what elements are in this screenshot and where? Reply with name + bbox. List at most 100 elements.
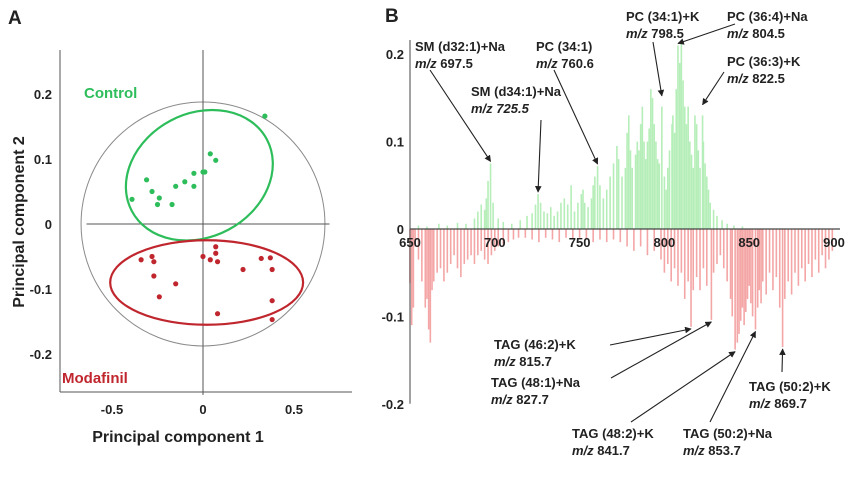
- spectrum-bar-positive: [673, 132, 676, 229]
- spectrum-bar-positive: [677, 45, 679, 230]
- spectrum-bar-negative: [431, 229, 433, 291]
- spectrum-bar-positive: [612, 163, 615, 229]
- spectrum-bar-positive: [663, 176, 666, 229]
- spectrum-bar-negative: [741, 229, 744, 308]
- spectrum-bar-negative: [660, 229, 662, 260]
- annotation-lipid-name: SM (d32:1)+Na: [415, 39, 506, 54]
- spectrum-bar-negative: [473, 229, 476, 264]
- spectrum-bar-positive: [617, 159, 620, 229]
- spectrum-bar-negative: [646, 229, 649, 256]
- spectrum-bar-negative: [412, 229, 415, 308]
- annotation-lipid-name: PC (36:4)+Na: [727, 9, 808, 24]
- spectrum-bar-negative: [719, 229, 722, 256]
- spectrum-bar-negative: [439, 229, 442, 269]
- control-confidence-ellipse: [124, 108, 274, 242]
- annotation-mz: m/z 822.5: [727, 71, 785, 86]
- spectrum-bar-negative: [633, 229, 635, 251]
- spectrum-bar-positive: [573, 211, 576, 229]
- spectrum-bar-positive: [689, 141, 691, 229]
- spectrum-bar-negative: [778, 229, 781, 308]
- mz-value: 853.7: [708, 443, 741, 458]
- control-point: [202, 169, 208, 175]
- spectrum-bar-negative: [443, 229, 445, 282]
- spectrum-bar-positive: [733, 225, 735, 229]
- spectrum-bar-positive: [641, 106, 644, 229]
- spectrum-bar-positive: [483, 209, 486, 229]
- spectrum-bar-negative: [750, 229, 752, 304]
- spectrum-bar-negative: [756, 229, 759, 308]
- spectrum-bar-negative: [797, 229, 800, 286]
- modafinil-confidence-ellipse: [109, 239, 305, 326]
- control-point: [191, 170, 197, 176]
- spectrum-panel: B 0.2 0.1 0 -0.1 -0.2 650 700 750 800 85…: [382, 6, 845, 458]
- spectrum-bar-positive: [477, 211, 479, 229]
- y-tick-labels: 0.2 0.1 0 -0.1 -0.2: [382, 47, 404, 412]
- annotation-lipid-name: PC (34:1): [536, 39, 592, 54]
- spectrum-bar-positive: [587, 207, 589, 229]
- control-point: [169, 201, 175, 208]
- spectrum-bar-positive: [699, 167, 701, 229]
- spectrum-bar-positive: [701, 115, 704, 229]
- spectrum-bar-negative: [692, 229, 695, 291]
- annotation: SM (d32:1)+Na m/z 697.5: [415, 39, 506, 163]
- control-point: [182, 179, 188, 185]
- spectrum-bar-positive: [646, 141, 649, 229]
- spectrum-bar-positive: [665, 189, 667, 229]
- x-tick-label: 700: [484, 235, 506, 250]
- spectrum-bar-negative: [480, 229, 483, 251]
- pca-panel: A 0.2 0.1 0 -0.1 -0.2 -0.5 0 0.5 Princip…: [8, 8, 352, 446]
- spectrum-bar-positive: [590, 198, 593, 229]
- spectrum-bar-negative: [743, 229, 745, 326]
- modafinil-point: [214, 311, 221, 317]
- annotation-arrow: [702, 71, 725, 106]
- annotation: TAG (48:2)+K m/z 841.7: [572, 351, 736, 458]
- spectrum-bar-negative: [490, 229, 493, 256]
- spectrum-bar-positive: [566, 204, 569, 229]
- control-point: [154, 201, 161, 208]
- annotation: TAG (50:2)+Na m/z 853.7: [683, 330, 773, 458]
- spectrum-bar-positive: [707, 189, 710, 229]
- mz-value: 760.6: [561, 56, 594, 71]
- y-axis-title: Principal component 2: [11, 136, 28, 308]
- annotation-mz: m/z 798.5: [626, 26, 684, 41]
- annotation-arrow: [429, 69, 492, 163]
- modafinil-points: [138, 244, 275, 323]
- x-tick-label: 650: [399, 235, 421, 250]
- spectrum-bar-negative: [410, 229, 413, 326]
- spectrum-bar-positive: [638, 150, 640, 229]
- spectrum-bar-positive: [446, 225, 449, 229]
- spectrum-bar-negative: [784, 229, 786, 299]
- spectrum-bar-negative: [804, 229, 806, 282]
- spectrum-bar-negative: [494, 229, 496, 251]
- annotation-mz: m/z 841.7: [572, 443, 630, 458]
- annotation: TAG (50:2)+K m/z 869.7: [749, 348, 831, 411]
- spectrum-bar-positive: [702, 141, 705, 229]
- spectrum-bar-positive: [456, 222, 459, 229]
- spectrum-bar-negative: [663, 229, 666, 273]
- spectrum-bar-negative: [760, 229, 762, 304]
- modafinil-point: [214, 259, 221, 265]
- spectrum-bar-negative: [746, 229, 749, 299]
- spectrum-bar-negative: [453, 229, 455, 256]
- spectrum-bar-negative: [578, 229, 581, 238]
- control-point: [149, 188, 155, 195]
- spectrum-bar-negative: [807, 229, 810, 264]
- spectrum-bar-negative: [432, 229, 435, 282]
- spectrum-bar-positive: [678, 62, 681, 229]
- spectrum-bar-negative: [619, 229, 622, 243]
- spectrum-bar-negative: [585, 229, 588, 240]
- annotation-mz: m/z 815.7: [494, 354, 552, 369]
- spectrum-bar-positive: [560, 202, 562, 229]
- spectrum-bar-negative: [639, 229, 642, 247]
- spectrum-bar-positive: [549, 207, 552, 229]
- spectrum-bar-positive: [636, 141, 639, 229]
- modafinil-point: [240, 266, 246, 273]
- spectrum-bar-negative: [502, 229, 505, 245]
- spectrum-bar-negative: [738, 229, 740, 334]
- spectrum-bar-negative: [726, 229, 728, 282]
- spectrum-bar-positive: [709, 202, 711, 229]
- modafinil-point: [138, 257, 144, 263]
- spectrum-bar-negative: [507, 229, 510, 243]
- annotation-lipid-name: TAG (50:2)+Na: [683, 426, 773, 441]
- y-tick-label: 0.2: [34, 87, 52, 102]
